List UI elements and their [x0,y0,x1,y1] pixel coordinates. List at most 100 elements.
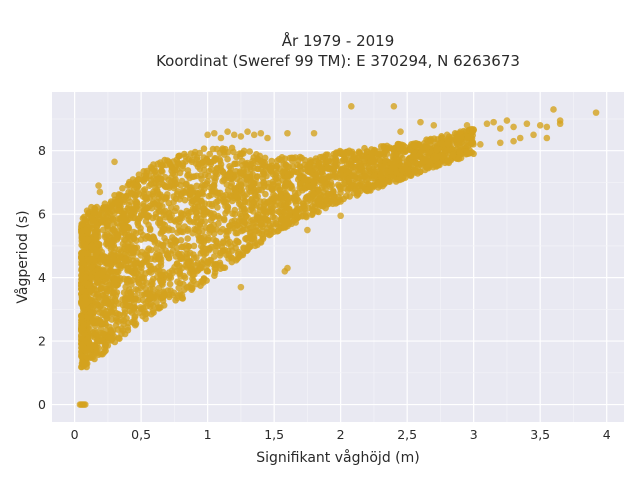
data-point [132,286,140,293]
data-point [210,210,218,218]
x-tick-label: 4 [603,427,611,442]
data-point [210,236,218,243]
data-point [425,149,432,156]
data-point [377,150,384,158]
data-point [123,192,130,200]
data-point [96,309,103,316]
data-point [224,128,231,135]
data-point [210,230,218,237]
data-point [292,154,299,161]
data-point [78,265,85,273]
data-point [129,176,137,183]
data-point [251,242,259,250]
data-point [170,198,177,206]
data-point [247,206,254,214]
data-point [142,193,149,201]
data-point [94,241,102,248]
data-point [370,165,377,173]
data-point [155,174,163,181]
data-point [103,231,111,238]
data-point [454,136,462,143]
data-point [108,328,115,336]
data-point [85,256,93,264]
data-point [239,162,246,169]
data-point [214,242,221,250]
data-point [592,109,600,116]
data-point [114,326,122,333]
x-tick-label: 0 [71,427,79,442]
data-point [418,160,425,167]
data-point [222,191,230,199]
data-point [165,254,173,262]
data-point [244,214,251,221]
data-point [101,200,109,207]
data-point [238,150,245,158]
data-point [272,162,280,170]
data-point [154,289,161,296]
data-point [181,223,188,230]
data-point [467,140,475,148]
data-point [186,195,194,202]
data-point [158,162,165,170]
data-point [264,134,271,142]
chart-title-line2: Koordinat (Sweref 99 TM): E 370294, N 62… [156,52,520,70]
data-point [103,307,110,315]
data-point [196,149,203,157]
data-point [176,215,184,222]
data-point [214,204,221,211]
data-point [174,278,181,286]
data-point [128,309,136,316]
y-tick-label: 2 [38,334,46,349]
data-point [183,186,190,194]
data-point [128,264,136,271]
data-point [246,148,253,155]
grid-lines [52,92,624,422]
data-point [402,165,409,172]
data-point [143,211,151,219]
data-point [82,295,89,303]
data-point [119,185,126,192]
data-point [496,139,504,147]
data-point [199,227,206,235]
data-point [98,248,106,256]
data-point [159,297,167,305]
data-point [371,172,378,180]
data-point [81,226,89,234]
data-point [477,141,484,148]
data-point [96,331,104,339]
data-point [396,176,404,184]
data-point [110,281,117,288]
data-point [179,160,187,167]
data-point [238,227,245,235]
data-point [243,166,251,173]
data-point [188,189,196,196]
data-point [204,178,211,185]
data-point [124,216,131,224]
data-point [78,325,85,333]
data-point [348,102,355,110]
data-point [105,336,112,344]
data-point [217,134,225,142]
data-point [227,221,235,229]
data-point [290,168,298,175]
data-point [194,163,202,170]
data-point [96,188,104,196]
data-point [146,182,153,189]
data-point [242,235,249,243]
data-point [318,177,326,185]
data-point [258,231,266,238]
data-point [177,237,185,244]
data-point [523,120,531,128]
data-point [310,129,318,137]
data-point [246,243,254,251]
data-point [337,198,344,205]
data-point [111,158,118,166]
data-point [153,245,160,252]
data-point [92,298,99,305]
data-point [114,231,122,238]
data-point [184,261,191,269]
data-point [99,337,106,345]
data-point [143,303,150,310]
data-point [82,280,89,287]
data-point [120,289,128,296]
